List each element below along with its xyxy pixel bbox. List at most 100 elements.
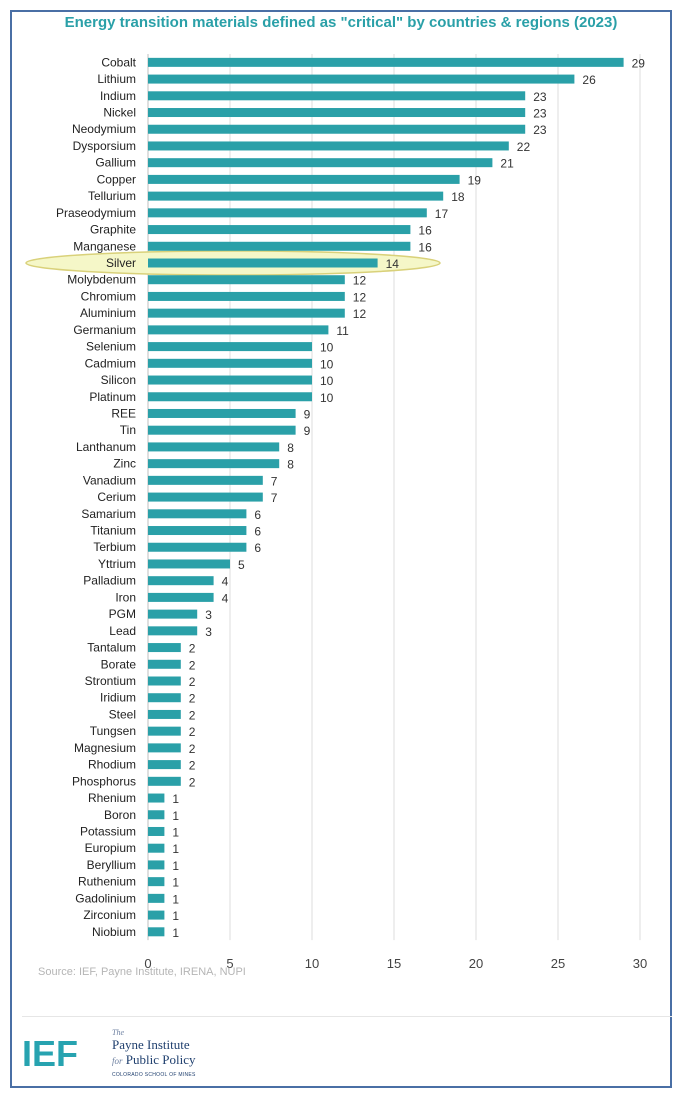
category-label-nickel: Nickel	[103, 106, 136, 120]
value-label-selenium: 10	[320, 341, 334, 355]
bar-molybdenum	[148, 275, 345, 285]
category-label-potassium: Potassium	[80, 824, 136, 838]
value-label-niobium: 1	[172, 926, 179, 940]
bar-gallium	[148, 158, 493, 168]
payne-line-2: for Public Policy	[112, 1052, 196, 1069]
bar-phosphorus	[148, 776, 181, 786]
category-label-strontium: Strontium	[85, 674, 136, 688]
category-label-iron: Iron	[115, 590, 136, 604]
bar-ree	[148, 408, 296, 418]
category-label-tantalum: Tantalum	[87, 641, 136, 655]
category-label-zinc: Zinc	[113, 457, 136, 471]
value-label-potassium: 1	[172, 825, 179, 839]
value-label-pgm: 3	[205, 608, 212, 622]
bar-zirconium	[148, 910, 165, 920]
bar-nickel	[148, 108, 526, 118]
ief-logo-text: IEF	[22, 1033, 78, 1072]
value-label-platinum: 10	[320, 391, 334, 405]
x-tick-label-20: 20	[469, 956, 483, 971]
category-label-rhenium: Rhenium	[88, 791, 136, 805]
footer-divider	[22, 1016, 672, 1017]
category-label-lithium: Lithium	[97, 72, 136, 86]
value-label-neodymium: 23	[533, 123, 547, 137]
value-label-lead: 3	[205, 625, 212, 639]
category-label-neodymium: Neodymium	[72, 122, 136, 136]
bar-iridium	[148, 693, 181, 703]
bar-terbium	[148, 542, 247, 552]
bar-platinum	[148, 392, 312, 402]
payne-the: The	[112, 1028, 124, 1037]
value-label-tantalum: 2	[189, 642, 196, 656]
category-label-steel: Steel	[109, 707, 136, 721]
category-label-palladium: Palladium	[83, 574, 136, 588]
bar-lithium	[148, 74, 575, 84]
bar-magnesium	[148, 743, 181, 753]
payne-public-policy: Public Policy	[125, 1052, 196, 1067]
value-label-nickel: 23	[533, 107, 547, 121]
bar-niobium	[148, 927, 165, 937]
x-tick-label-10: 10	[305, 956, 319, 971]
value-label-germanium: 11	[336, 324, 349, 338]
bar-tin	[148, 425, 296, 435]
value-label-gallium: 21	[500, 157, 514, 171]
category-label-tungsen: Tungsen	[90, 724, 136, 738]
category-label-tellurium: Tellurium	[88, 189, 136, 203]
x-tick-label-25: 25	[551, 956, 565, 971]
value-label-samarium: 6	[254, 508, 261, 522]
category-label-cerium: Cerium	[97, 490, 136, 504]
category-label-praseodymium: Praseodymium	[56, 206, 136, 220]
value-label-molybdenum: 12	[353, 274, 367, 288]
category-label-vanadium: Vanadium	[83, 473, 136, 487]
category-label-borate: Borate	[101, 657, 137, 671]
category-label-pgm: PGM	[109, 607, 136, 621]
bar-tungsen	[148, 726, 181, 736]
bar-cadmium	[148, 358, 312, 368]
category-label-niobium: Niobium	[92, 925, 136, 939]
bar-aluminium	[148, 308, 345, 318]
category-label-lead: Lead	[109, 624, 136, 638]
category-label-magnesium: Magnesium	[74, 741, 136, 755]
category-label-ree: REE	[111, 406, 136, 420]
category-label-indium: Indium	[100, 89, 136, 103]
bar-neodymium	[148, 124, 526, 134]
category-label-silver: Silver	[106, 256, 136, 270]
bar-praseodymium	[148, 208, 427, 218]
bar-dysporsium	[148, 141, 509, 151]
colorado-school-of-mines-label: COLORADO SCHOOL OF MINES	[112, 1072, 196, 1078]
value-label-steel: 2	[189, 708, 196, 722]
bar-potassium	[148, 826, 165, 836]
bar-rhenium	[148, 793, 165, 803]
category-label-chromium: Chromium	[81, 289, 136, 303]
category-label-cadmium: Cadmium	[85, 356, 136, 370]
payne-line-1: Payne Institute	[112, 1037, 190, 1052]
category-label-terbium: Terbium	[93, 540, 136, 554]
value-label-graphite: 16	[418, 224, 432, 238]
bar-cobalt	[148, 57, 624, 67]
category-label-selenium: Selenium	[86, 340, 136, 354]
bar-ruthenium	[148, 877, 165, 887]
category-label-aluminium: Aluminium	[80, 306, 136, 320]
value-label-dysporsium: 22	[517, 140, 531, 154]
value-label-ree: 9	[304, 407, 311, 421]
bar-tellurium	[148, 191, 444, 201]
bar-steel	[148, 709, 181, 719]
value-label-manganese: 16	[418, 240, 432, 254]
value-label-cadmium: 10	[320, 357, 334, 371]
value-label-iron: 4	[222, 591, 229, 605]
bar-rhodium	[148, 760, 181, 770]
x-tick-label-30: 30	[633, 956, 647, 971]
category-label-dysporsium: Dysporsium	[73, 139, 136, 153]
value-label-yttrium: 5	[238, 558, 245, 572]
category-label-cobalt: Cobalt	[101, 55, 136, 69]
bar-cerium	[148, 492, 263, 502]
category-label-yttrium: Yttrium	[98, 557, 136, 571]
category-label-germanium: Germanium	[73, 323, 136, 337]
value-label-tellurium: 18	[451, 190, 465, 204]
value-label-chromium: 12	[353, 290, 367, 304]
category-label-gallium: Gallium	[95, 156, 136, 170]
bar-strontium	[148, 676, 181, 686]
category-label-beryllium: Beryllium	[87, 858, 136, 872]
value-label-terbium: 6	[254, 541, 261, 555]
value-label-silicon: 10	[320, 374, 334, 388]
